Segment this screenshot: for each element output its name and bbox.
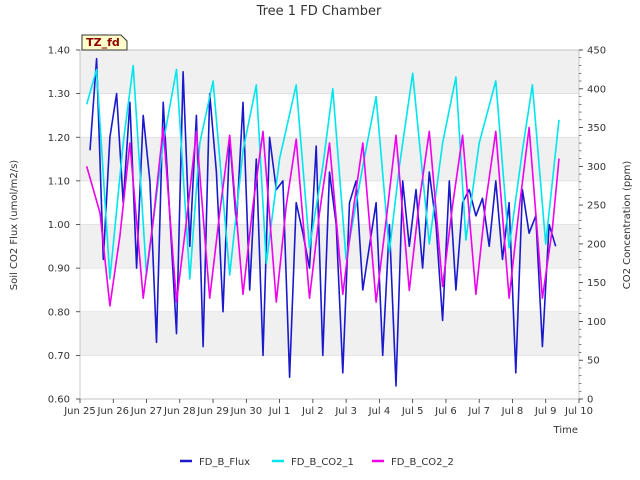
plot-background-bands (80, 50, 579, 399)
background-band (80, 311, 579, 356)
y-axis-left: 0.60 0.70 0.80 0.90 1.00 1.10 1.20 1.30 1.40 (48, 46, 80, 406)
x-axis-label: Time (553, 425, 578, 436)
y-tick-label: 1.10 (48, 176, 70, 187)
background-band (80, 355, 579, 399)
legend: FD_B_Flux FD_B_CO2_1 FD_B_CO2_2 (180, 457, 454, 468)
y2-tick-label: 0 (587, 395, 593, 406)
legend-label: FD_B_CO2_2 (391, 457, 454, 468)
x-tick-label: Jun 29 (196, 406, 229, 417)
y-tick-label: 0.60 (48, 395, 70, 406)
y-tick-label: 1.30 (48, 89, 70, 100)
x-tick-label: Jun 30 (230, 406, 263, 417)
annotation-badge-label: TZ_fd (86, 36, 120, 49)
y2-tick-label: 400 (587, 84, 606, 95)
series-layer (85, 57, 560, 387)
y-tick-label: 1.20 (48, 133, 70, 144)
x-tick-label: Jul 8 (501, 406, 524, 417)
y-tick-label: 1.40 (48, 46, 70, 57)
y2-tick-label: 150 (587, 278, 606, 289)
x-tick-label: Jul 1 (268, 406, 291, 417)
x-tick-label: Jul 3 (334, 406, 357, 417)
y2-tick-label: 50 (587, 356, 600, 367)
y2-tick-label: 250 (587, 201, 606, 212)
series-line-fd-b-co2-2 (85, 126, 560, 307)
y2-tick-label: 350 (587, 123, 606, 134)
x-tick-label: Jun 27 (130, 406, 163, 417)
series-line-fd-b-co2-1 (85, 64, 560, 280)
y2-tick-label: 450 (587, 46, 606, 57)
y2-axis-label: CO2 Concentration (ppm) (622, 161, 633, 290)
x-tick-label: Jul 5 (401, 406, 424, 417)
background-band (80, 268, 579, 312)
x-tick-label: Jul 2 (301, 406, 324, 417)
x-tick-label: Jul 6 (434, 406, 457, 417)
x-tick-label: Jun 26 (97, 406, 130, 417)
annotation-badge: TZ_fd (81, 34, 128, 51)
chart-title: Tree 1 FD Chamber (256, 4, 382, 19)
x-tick-label: Jul 9 (534, 406, 557, 417)
y-tick-label: 0.80 (48, 307, 70, 318)
x-tick-label: Jul 4 (368, 406, 391, 417)
annotation-badge-shape (81, 34, 128, 51)
x-tick-label: Jul 10 (564, 406, 593, 417)
y-axis-label: Soil CO2 Flux (umol/m2/s) (9, 160, 20, 290)
background-band (80, 224, 579, 269)
y-tick-label: 0.90 (48, 264, 70, 275)
y-tick-label: 0.70 (48, 351, 70, 362)
x-tick-label: Jun 25 (63, 406, 96, 417)
y-axis-right: 0 50 100 150 200 250 300 350 400 450 (579, 46, 606, 406)
y2-tick-label: 300 (587, 162, 606, 173)
x-tick-label: Jul 7 (467, 406, 490, 417)
x-tick-label: Jun 28 (163, 406, 196, 417)
legend-label: FD_B_CO2_1 (291, 457, 354, 468)
y2-tick-label: 100 (587, 317, 606, 328)
x-axis: Jun 25 Jun 26 Jun 27 Jun 28 Jun 29 Jun 30 Jul … (63, 399, 593, 417)
y2-tick-label: 200 (587, 239, 606, 250)
y-tick-label: 1.00 (48, 220, 70, 231)
background-band (80, 50, 579, 94)
legend-label: FD_B_Flux (199, 457, 250, 468)
